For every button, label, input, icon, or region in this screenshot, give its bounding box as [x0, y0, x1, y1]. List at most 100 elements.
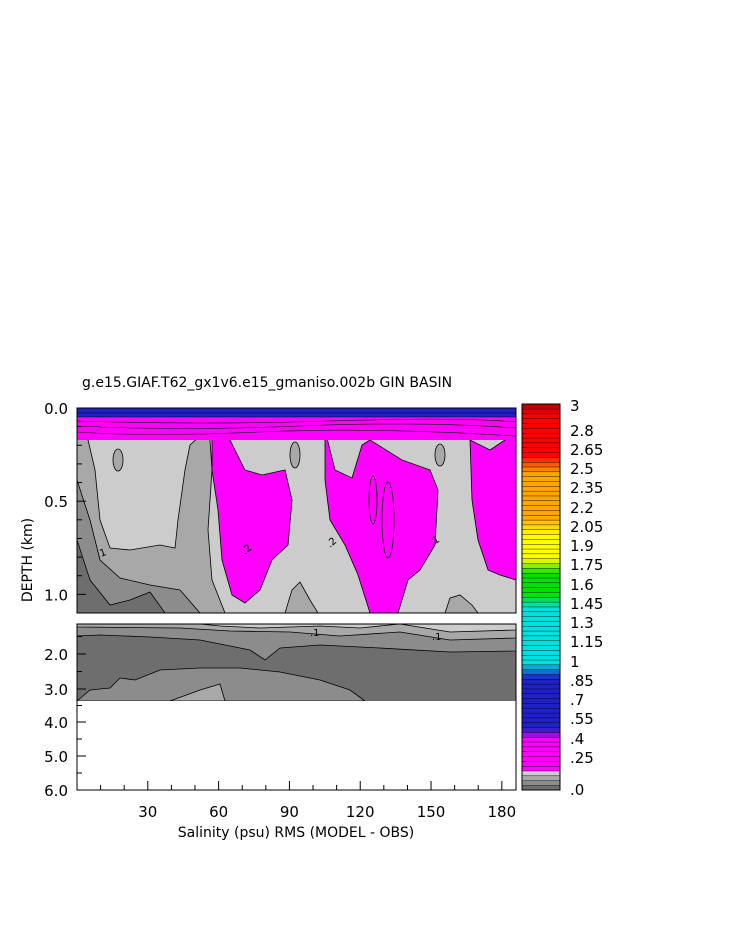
colorbar-swatch [521, 625, 561, 632]
colorbar-swatch [521, 746, 561, 752]
lower-panel [77, 624, 516, 790]
contour-label-3: .1 [95, 547, 108, 561]
colorbar-swatch [521, 760, 561, 767]
colorbar-swatch [521, 649, 561, 656]
colorbar-label-10: 1.45 [570, 595, 603, 613]
colorbar-swatch [521, 611, 561, 617]
colorbar-swatch [521, 669, 561, 675]
x-tick-label-1: 60 [209, 803, 228, 821]
colorbar-swatch [521, 563, 561, 569]
colorbar-label-7: 1.9 [570, 537, 594, 555]
lower-gray-light-band [199, 624, 516, 633]
chart-title: g.e15.GIAF.T62_gx1v6.e15_gmaniso.002b GI… [82, 375, 452, 391]
colorbar-swatch [521, 601, 561, 608]
colorbar-label-15: .7 [570, 691, 584, 709]
colorbar-swatch [521, 427, 561, 434]
upper-panel-frame [76, 407, 517, 614]
colorbar-label-9: 1.6 [570, 576, 594, 594]
colorbar-swatch [521, 567, 561, 574]
upper-contour-island-5 [368, 475, 378, 525]
colorbar-swatch [521, 693, 561, 699]
colorbar-swatch [521, 582, 561, 588]
y-tick-label-upper-1: 0.5 [44, 493, 68, 511]
colorbar-swatch [521, 456, 561, 463]
colorbar-label-8: 1.75 [570, 556, 603, 574]
colorbar-swatch [521, 712, 561, 719]
colorbar-swatch [521, 616, 561, 622]
colorbar-swatch [521, 741, 561, 748]
y-tick-label-lower-3: 5.0 [44, 748, 68, 766]
x-tick-label-0: 30 [138, 803, 157, 821]
colorbar-swatch [521, 495, 561, 501]
colorbar-swatch [521, 442, 561, 448]
colorbar-swatch [521, 538, 561, 545]
x-tick-label-4: 150 [417, 803, 446, 821]
colorbar-label-12: 1.15 [570, 633, 603, 651]
colorbar-swatch [521, 548, 561, 555]
colorbar-swatch [521, 635, 561, 641]
upper-gray-darkest-region-left [77, 539, 166, 613]
colorbar-label-14: .85 [570, 672, 594, 690]
upper-contour-island-3 [434, 443, 446, 467]
colorbar-swatch [521, 698, 561, 704]
colorbar-swatch [521, 678, 561, 685]
colorbar [521, 403, 561, 791]
colorbar-swatch [521, 476, 561, 482]
colorbar-swatch [521, 543, 561, 550]
colorbar-swatch [521, 780, 561, 786]
colorbar-swatch [521, 481, 561, 487]
colorbar-swatch [521, 485, 561, 492]
colorbar-label-18: .25 [570, 749, 594, 767]
lower-no-data-region [77, 701, 516, 790]
colorbar-swatch [521, 413, 561, 419]
contour-label-4: .1 [428, 534, 442, 548]
x-axis: 30 60 90 120 150 180 [100, 781, 516, 821]
upper-gray-dark-region-left [77, 479, 201, 613]
colorbar-swatch [521, 461, 561, 468]
y-axis-label: DEPTH (km) [20, 518, 36, 602]
colorbar-swatch [521, 572, 561, 579]
colorbar-swatch [521, 529, 561, 535]
upper-contour-island-1 [112, 448, 124, 472]
colorbar-swatch [521, 751, 561, 757]
colorbar-label-16: .55 [570, 710, 594, 728]
colorbar-swatch [521, 452, 561, 458]
colorbar-swatch [521, 596, 561, 603]
y-tick-label-lower-2: 4.0 [44, 714, 68, 732]
colorbar-swatch [521, 471, 561, 477]
colorbar-label-13: 1 [570, 653, 580, 671]
y-tick-label-lower-1: 3.0 [44, 681, 68, 699]
colorbar-label-1: 2.8 [570, 422, 594, 440]
colorbar-swatch [521, 736, 561, 743]
colorbar-label-17: .4 [570, 730, 584, 748]
colorbar-swatch [521, 577, 561, 584]
colorbar-swatch [521, 505, 561, 511]
y-tick-label-upper-0: 0.0 [44, 400, 68, 418]
colorbar-swatch [521, 756, 561, 762]
x-axis-label: Salinity (psu) RMS (MODEL - OBS) [178, 825, 414, 841]
colorbar-labels: 32.82.652.52.352.22.051.91.751.61.451.31… [570, 397, 603, 799]
colorbar-swatch [521, 514, 561, 521]
colorbar-swatch [521, 722, 561, 728]
lower-gray-mid-band [77, 624, 516, 641]
x-tick-label-2: 90 [280, 803, 299, 821]
upper-panel [77, 408, 516, 613]
colorbar-label-2: 2.65 [570, 441, 603, 459]
colorbar-swatch [521, 432, 561, 439]
colorbar-swatch [521, 674, 561, 680]
colorbar-swatch [521, 620, 561, 627]
colorbar-swatch [521, 403, 561, 410]
colorbar-swatch [521, 731, 561, 738]
lower-deep-gray-mid-tongue [77, 667, 367, 702]
upper-contour-island-4 [381, 481, 395, 559]
y-tick-label-upper-2: 1.0 [44, 586, 68, 604]
upper-contour-island-2 [289, 441, 301, 469]
upper-gray-mid-region-left [77, 429, 226, 613]
colorbar-swatch [521, 437, 561, 444]
colorbar-swatch [521, 524, 561, 530]
colorbar-swatch [521, 509, 561, 516]
colorbar-label-4: 2.35 [570, 479, 603, 497]
colorbar-swatch [521, 408, 561, 415]
colorbar-label-5: 2.2 [570, 499, 594, 517]
